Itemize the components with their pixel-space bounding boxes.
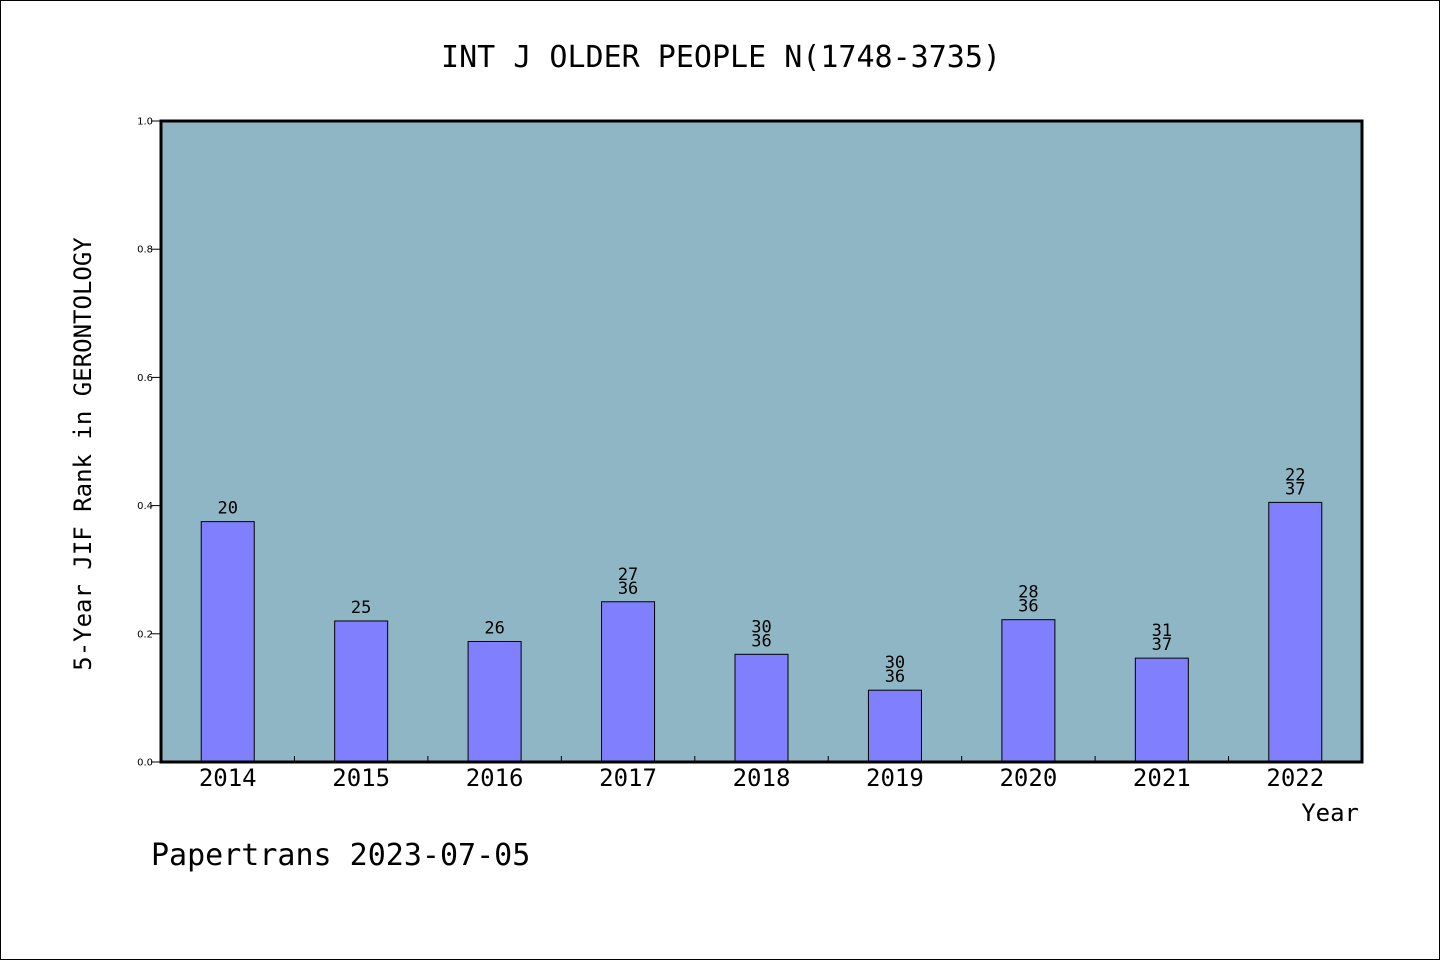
x-tick-label: 2017	[599, 764, 657, 792]
bar-2020	[1001, 619, 1056, 763]
bar-2014	[200, 521, 255, 763]
bar-2019	[867, 689, 922, 763]
footer-watermark: Papertrans 2023-07-05	[151, 838, 530, 873]
bar-2016	[467, 640, 522, 763]
x-tick-label: 2014	[199, 764, 257, 792]
bar-2015	[334, 620, 389, 763]
x-tick-label: 2015	[332, 764, 390, 792]
y-axis-label: 5-Year JIF Rank in GERONTOLOGY	[69, 237, 97, 671]
bar-data-label: 20	[217, 499, 237, 519]
x-tick-label: 2018	[733, 764, 791, 792]
y-tick-label: 1.0	[137, 117, 153, 128]
bar-data-label: 28	[1018, 583, 1038, 603]
bar-data-label: 31	[1152, 621, 1172, 641]
plot-frame	[159, 119, 1364, 764]
y-tick-label: 0.2	[137, 629, 153, 640]
bar-2017	[601, 601, 656, 763]
y-tick-label: 0.6	[137, 373, 153, 384]
bar-data-label: 26	[484, 618, 504, 638]
x-axis: 2014 2015 2016 2017 2018 2019 2020 2021 2022	[199, 756, 1324, 792]
x-tick-label: 2020	[999, 764, 1057, 792]
y-tick-label: 0.8	[137, 245, 153, 256]
x-tick-label: 2022	[1266, 764, 1324, 792]
bar-2022	[1268, 501, 1323, 763]
bar-2021	[1134, 657, 1189, 763]
bar-data-label: 27	[618, 565, 638, 585]
bar-data-label: 22	[1285, 465, 1305, 485]
x-tick-label: 2019	[866, 764, 924, 792]
y-tick-label: 0.4	[137, 501, 153, 512]
bar-data-label: 36	[618, 579, 638, 599]
bar-data-label: 25	[351, 598, 371, 618]
bar-2018	[734, 653, 789, 763]
bar-data-label: 36	[751, 631, 771, 651]
bar-data-label: 37	[1285, 479, 1305, 499]
y-tick-label: 0.0	[137, 758, 153, 769]
bar-data-label: 36	[885, 667, 905, 687]
x-tick-label: 2021	[1133, 764, 1191, 792]
x-tick-label: 2016	[466, 764, 524, 792]
x-axis-label: Year	[1301, 799, 1359, 827]
bar-data-label: 30	[751, 617, 771, 637]
bar-data-label: 36	[1018, 597, 1038, 617]
chart-title: INT J OLDER PEOPLE N(1748-3735)	[441, 40, 1001, 75]
bar-data-label: 37	[1152, 635, 1172, 655]
bar-data-label: 30	[885, 653, 905, 673]
y-axis: 0.0 0.2 0.4 0.6 0.8 1.0	[137, 117, 161, 769]
